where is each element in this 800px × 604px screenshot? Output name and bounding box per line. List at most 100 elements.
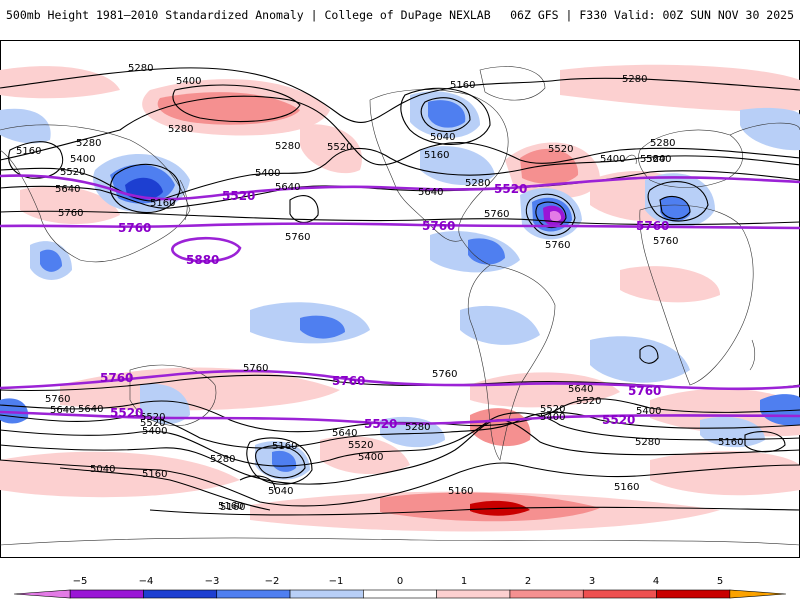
contour-label: 5280: [275, 141, 300, 152]
map-title: 500mb Height 1981–2010 Standardized Anom…: [6, 8, 491, 22]
contour-label: 5160: [142, 469, 167, 480]
contour-label: 5040: [430, 132, 455, 143]
pos-anomaly-southern-indian-2: [650, 450, 800, 496]
contour-5160-canada: [400, 87, 491, 145]
colorbar-tick-label: 2: [525, 576, 531, 587]
pos-anomaly-arctic-east: [560, 64, 800, 112]
contour-5280-south: [0, 419, 800, 485]
contour-label: 5160: [16, 146, 41, 157]
contour-label: 5400: [636, 406, 661, 417]
contour-label: 5280: [650, 138, 675, 149]
neg-anomaly-caribbean-core: [468, 238, 505, 265]
contour-5160-antarctic: [149, 506, 800, 516]
highlight-label-layer: 5520 5520 5760 5760 5760 5880 5760 5760 …: [100, 182, 669, 431]
contour-5280-pacific-low: [172, 84, 301, 123]
contour-5640-europe-low: [647, 181, 709, 222]
contour-label: 5640: [332, 428, 357, 439]
colorbar-segment: [289, 589, 364, 599]
neg-anomaly-atlantic-low-max: [550, 210, 562, 222]
colorbar-tick-label: −4: [139, 576, 154, 587]
contour-label: 5760: [653, 236, 678, 247]
contour-label: 5280: [622, 74, 647, 85]
contour-5160-indian-low: [744, 431, 786, 453]
neg-anomaly-south-atlantic: [590, 336, 690, 383]
highlight-contour-label: 5520: [222, 189, 255, 203]
anomaly-shading: [0, 64, 800, 532]
contour-label: 5640: [568, 384, 593, 395]
highlight-contour-label: 5760: [422, 219, 455, 233]
contour-5160-asia: [8, 141, 64, 179]
contour-label: 5760: [484, 209, 509, 220]
central-america-outline: [461, 239, 491, 266]
asia-outline: [0, 122, 800, 263]
colorbar-tick-label: −1: [329, 576, 344, 587]
contour-5640-atlantic-low: [535, 201, 567, 229]
pos-anomaly-west-africa: [620, 266, 720, 303]
contour-label: 5040: [268, 486, 293, 497]
neg-anomaly-north-europe-west: [0, 108, 51, 144]
contour-label: 5640: [418, 187, 443, 198]
contour-label: 5160: [220, 502, 245, 513]
contour-label: 5160: [448, 486, 473, 497]
contour-5760-africa: [639, 345, 659, 364]
contour-label: 5280: [405, 422, 430, 433]
contour-5160-asia-low: [109, 163, 181, 214]
contour-label: 5160: [272, 441, 297, 452]
pos-anomaly-southern-ocean-mid: [320, 436, 410, 475]
contour-label: 5760: [285, 232, 310, 243]
contour-label: 5760: [58, 208, 83, 219]
contour-5400-south: [0, 412, 800, 467]
anomaly-colorbar: −5 −4 −3 −2 −1 0 1 2 3 4 5: [0, 570, 800, 600]
contour-5160-south-pacific-low: [246, 437, 313, 485]
neg-anomaly-australia: [140, 383, 190, 425]
contour-label: 5280: [128, 63, 153, 74]
colorbar-segment: [729, 589, 787, 599]
contour-label: 5280: [465, 178, 490, 189]
highlight-contour-label: 5760: [118, 221, 151, 235]
contour-label: 5520: [540, 404, 565, 415]
highlight-contour-label: 5520: [494, 182, 527, 196]
contour-label: 5040: [90, 464, 115, 475]
colorbar-segment: [216, 589, 291, 599]
contour-label: 5640: [78, 404, 103, 415]
colorbar-segment: [363, 589, 437, 599]
colorbar-segment: [143, 589, 218, 599]
uk-outline: [624, 154, 637, 165]
highlight-contour-label: 5880: [186, 253, 219, 267]
contour-label: 5760: [243, 363, 268, 374]
map-canvas: 5280 5400 5280 5160 5280 5280 5160 5400 …: [0, 40, 800, 558]
colorbar-tick-label: 3: [589, 576, 595, 587]
colorbar-segment: [13, 589, 71, 599]
colorbar-tick-label: −5: [73, 576, 88, 587]
neg-anomaly-southern-ocean-east: [760, 394, 800, 426]
contour-5280-north: [0, 67, 800, 123]
africa-outline: [639, 204, 754, 386]
highlight-contour-label: 5520: [110, 406, 143, 420]
neg-anomaly-east-asia-core: [125, 177, 163, 200]
highlight-contour-label: 5760: [100, 371, 133, 385]
contour-5040-south: [59, 467, 271, 511]
neg-anomaly-canada-low-core: [428, 100, 466, 128]
contour-5760-gulf: [289, 195, 319, 223]
colorbar-tick-label: −2: [265, 576, 280, 587]
map-header: 500mb Height 1981–2010 Standardized Anom…: [0, 0, 800, 34]
contour-label: 5280: [76, 138, 101, 149]
contour-label: 5280: [168, 124, 193, 135]
contour-5040-south-pacific-low: [255, 445, 306, 479]
anomaly-map: 5280 5400 5280 5160 5280 5280 5160 5400 …: [0, 40, 800, 558]
madagascar-outline: [749, 339, 756, 371]
highlight-5760-north: [0, 222, 800, 230]
contour-5160-south: [0, 459, 800, 507]
contour-label: 5280: [210, 454, 235, 465]
contour-5520-atlantic-low: [525, 193, 576, 236]
contour-5400-north: [0, 95, 800, 166]
contour-label: 5400: [70, 154, 95, 165]
pos-anomaly-central-pacific: [20, 186, 120, 225]
highlight-contours: [0, 174, 800, 425]
model-run-info: 06Z GFS | F330 Valid: 00Z SUN NOV 30 202…: [510, 8, 794, 22]
contour-label: 5160: [450, 80, 475, 91]
highlight-5520-south: [0, 410, 800, 425]
pos-anomaly-arctic-west: [0, 66, 120, 99]
contour-label: 5400: [600, 154, 625, 165]
colorbar-segment: [509, 589, 584, 599]
